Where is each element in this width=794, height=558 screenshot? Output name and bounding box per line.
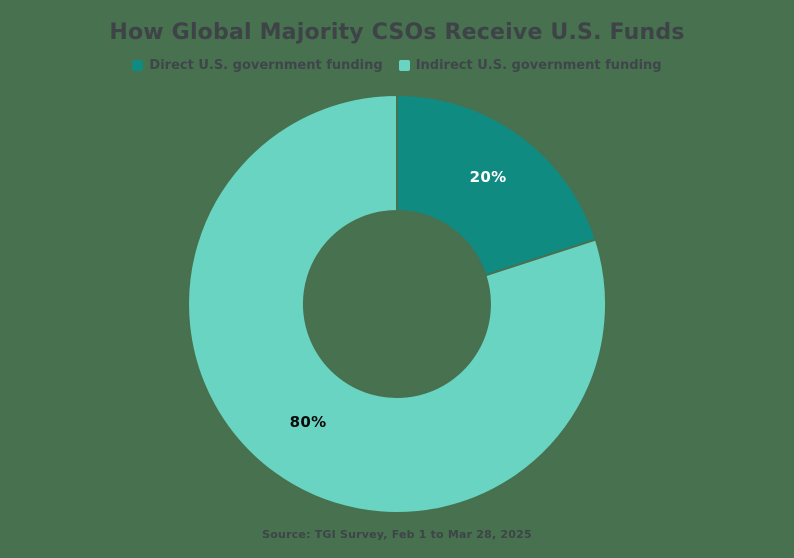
pie-slice-direct [396, 94, 597, 277]
slice-label-direct: 20% [469, 168, 507, 186]
legend-swatch-direct [132, 60, 144, 71]
legend-swatch-indirect [398, 60, 410, 71]
legend-label-indirect: Indirect U.S. government funding [415, 58, 662, 73]
pie-slice-indirect [187, 94, 607, 514]
legend-item-indirect: Indirect U.S. government funding [398, 58, 662, 73]
legend-item-direct: Direct U.S. government funding [132, 58, 383, 73]
chart-legend: Direct U.S. government funding Indirect … [0, 58, 794, 73]
source-caption: Source: TGI Survey, Feb 1 to Mar 28, 202… [262, 528, 532, 541]
slice-label-indirect: 80% [289, 413, 327, 431]
chart-title: How Global Majority CSOs Receive U.S. Fu… [109, 20, 685, 45]
legend-label-direct: Direct U.S. government funding [149, 58, 383, 73]
